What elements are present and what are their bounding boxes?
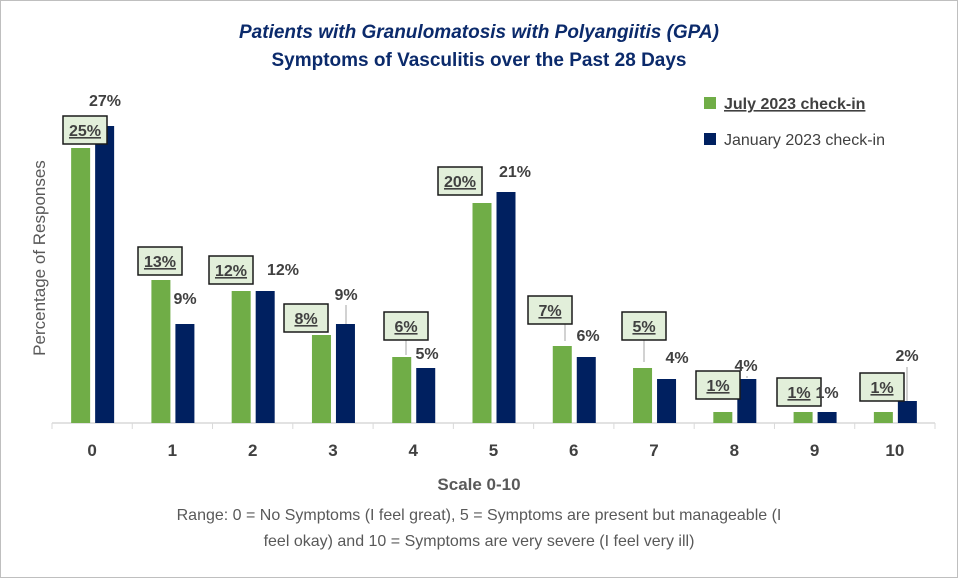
bar-january <box>576 357 596 423</box>
data-label-box-july <box>776 377 822 407</box>
note-line-2: feel okay) and 10 = Symptoms are very se… <box>264 533 695 550</box>
bar-january <box>255 291 275 423</box>
data-label-box-july <box>137 246 183 276</box>
data-label-july: 1% <box>787 385 810 402</box>
x-tick-label: 5 <box>489 441 498 460</box>
x-tick-label: 10 <box>885 441 904 460</box>
data-label-box-july <box>62 115 108 145</box>
x-tick-label: 1 <box>168 441 177 460</box>
data-label-july: 12% <box>215 263 247 280</box>
bar-july <box>873 412 893 423</box>
x-axis-label: Scale 0-10 <box>437 475 520 494</box>
bar-july <box>713 412 733 423</box>
bar-july <box>793 412 813 423</box>
data-label-january: 9% <box>334 287 357 304</box>
bar-january <box>175 324 195 423</box>
data-label-july: 20% <box>444 174 476 191</box>
bar-january <box>335 324 355 423</box>
data-label-july: 25% <box>69 123 101 140</box>
bar-january <box>817 412 837 423</box>
x-tick-label: 8 <box>730 441 739 460</box>
bar-january <box>416 368 436 423</box>
data-label-box-july <box>527 295 573 325</box>
x-tick-label: 9 <box>810 441 819 460</box>
data-label-january: 2% <box>895 348 918 365</box>
data-label-box-july <box>621 311 667 341</box>
data-label-january: 21% <box>499 164 531 181</box>
bar-july <box>552 346 572 423</box>
y-axis-label: Percentage of Responses <box>30 160 49 356</box>
bar-july <box>633 368 653 423</box>
bar-july <box>392 357 412 423</box>
data-label-january: 6% <box>576 328 599 345</box>
legend-swatch-july <box>704 97 716 109</box>
chart-title: Patients with Granulomatosis with Polyan… <box>239 22 719 43</box>
x-tick-label: 4 <box>408 441 418 460</box>
data-label-box-july <box>437 166 483 196</box>
data-label-january: 9% <box>173 291 196 308</box>
x-tick-label: 7 <box>649 441 658 460</box>
bar-july <box>151 280 171 423</box>
x-tick-label: 2 <box>248 441 257 460</box>
data-label-july: 8% <box>294 311 317 328</box>
data-label-january: 4% <box>734 358 757 375</box>
data-label-july: 1% <box>706 378 729 395</box>
legend-swatch-january <box>704 133 716 145</box>
plot-area: 0 25% 27% 1 13% 9% 2 12% 12% 3 8% 9% 4 6% 5% 5 20% 21% 6 7%… <box>51 93 936 460</box>
data-label-july: 13% <box>144 254 176 271</box>
data-label-box-july <box>208 255 254 285</box>
data-label-july: 1% <box>870 380 893 397</box>
legend-label-january: January 2023 check-in <box>724 132 885 149</box>
data-label-july: 6% <box>394 319 417 336</box>
data-label-box-july <box>383 311 429 341</box>
bar-july <box>231 291 251 423</box>
bar-july <box>71 148 91 423</box>
data-label-july: 7% <box>538 303 561 320</box>
bar-january <box>737 379 757 423</box>
bar-january <box>657 379 677 423</box>
data-label-box-july <box>695 370 741 400</box>
data-label-january: 5% <box>415 346 438 363</box>
data-label-july: 5% <box>632 319 655 336</box>
bar-july <box>311 335 331 423</box>
x-tick-label: 0 <box>87 441 96 460</box>
bar-july <box>472 203 492 423</box>
x-tick-label: 6 <box>569 441 578 460</box>
note-line-1: Range: 0 = No Symptoms (I feel great), 5… <box>177 507 782 524</box>
data-label-box-july <box>859 372 905 402</box>
legend-label-july: July 2023 check-in <box>724 96 865 113</box>
bar-january <box>496 192 516 423</box>
bar-january <box>95 126 115 423</box>
bar-january <box>897 401 917 423</box>
x-tick-label: 3 <box>328 441 337 460</box>
data-label-january: 4% <box>665 350 688 367</box>
data-label-january: 12% <box>267 262 299 279</box>
data-label-january: 27% <box>89 93 121 110</box>
legend: July 2023 check-in January 2023 check-in <box>704 96 885 149</box>
data-label-box-july <box>283 303 329 333</box>
chart-subtitle: Symptoms of Vasculitis over the Past 28 … <box>271 50 686 71</box>
data-label-january: 1% <box>815 385 838 402</box>
